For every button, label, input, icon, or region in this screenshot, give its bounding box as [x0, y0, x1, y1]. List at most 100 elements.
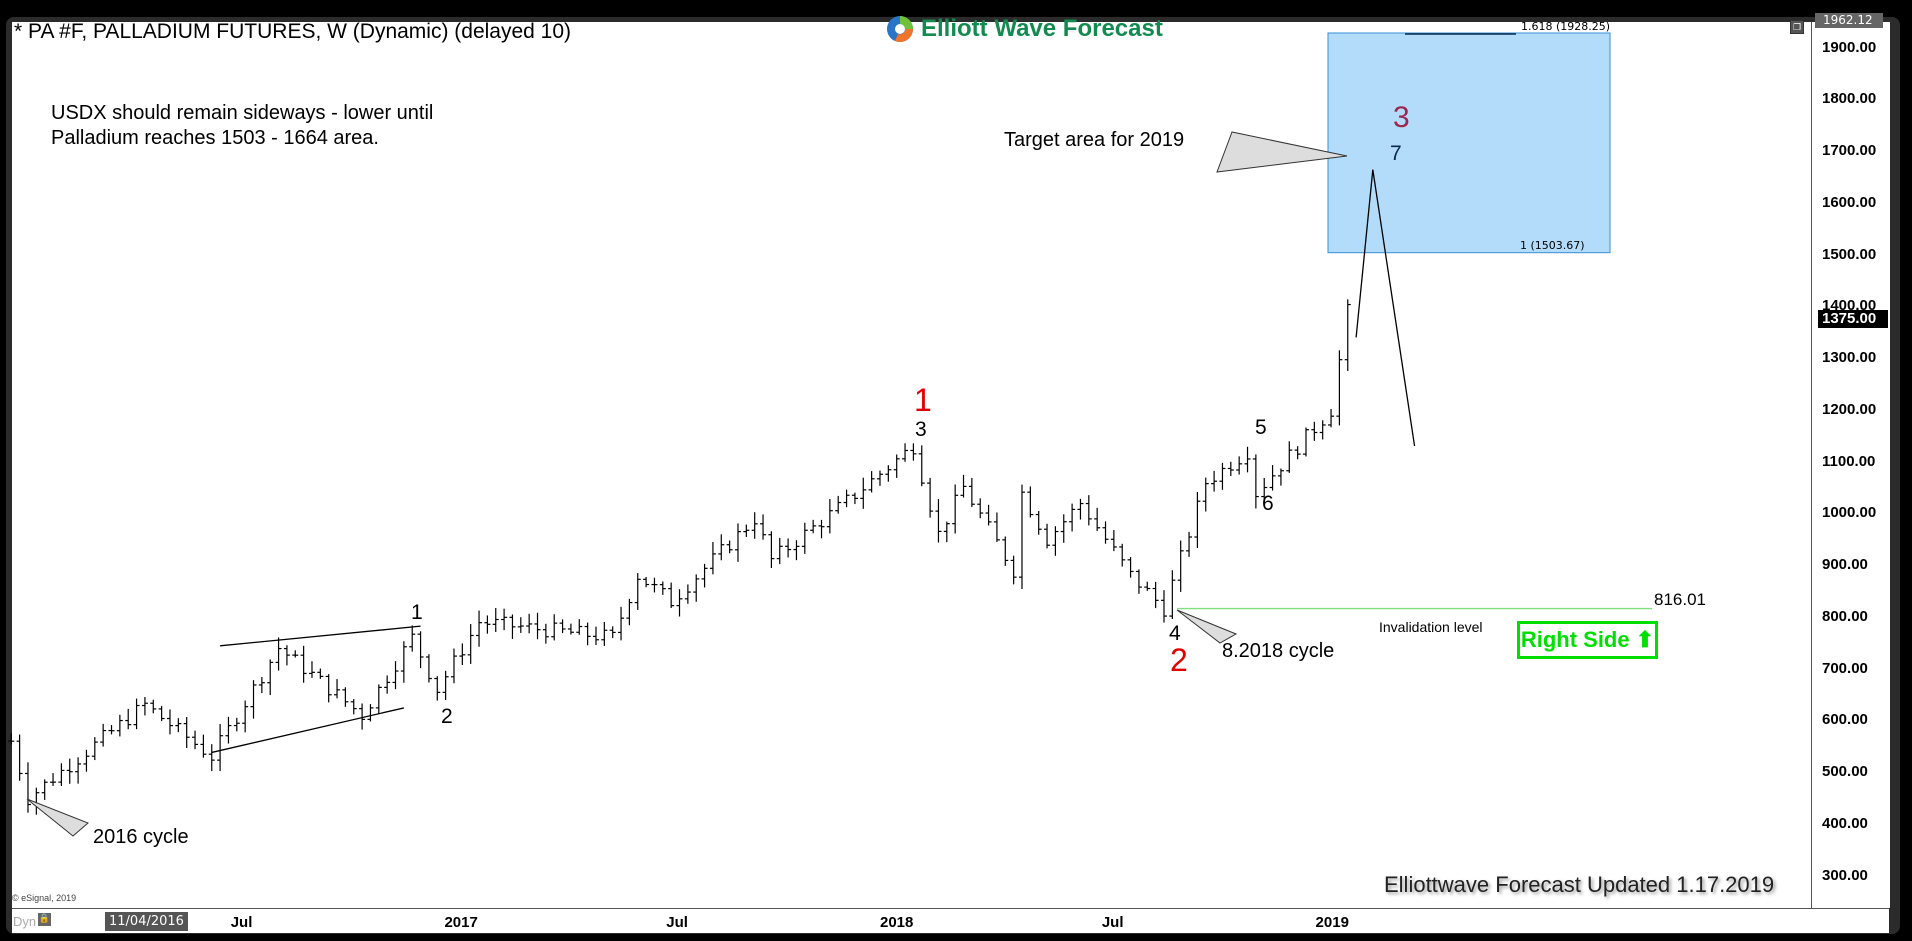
wave-label-2-major: 2 [1170, 642, 1188, 678]
logo-text: Elliott Wave Forecast [921, 15, 1163, 42]
y-tick-label: 700.00 [1822, 659, 1868, 677]
y-tick-label: 1700.00 [1822, 142, 1877, 160]
price-axis[interactable] [1811, 22, 1890, 908]
ohlc-bar [1311, 421, 1318, 441]
dyn-label[interactable]: Dyn [13, 914, 37, 929]
ohlc-bar [33, 787, 40, 815]
ohlc-bar [826, 499, 833, 534]
ohlc-bar [1269, 465, 1276, 491]
ohlc-bar [267, 659, 274, 696]
ohlc-bar [1052, 526, 1059, 556]
time-axis[interactable] [12, 908, 1889, 933]
ohlc-bar [292, 650, 299, 658]
ohlc-bar [576, 619, 583, 635]
x-tick-label: 2017 [444, 914, 478, 931]
wave-label-2-minor: 2 [441, 705, 453, 728]
ohlc-bar [551, 614, 558, 641]
y-tick-label: 1000.00 [1822, 504, 1877, 522]
ohlc-bar [818, 519, 825, 539]
cycle-2016-label: 2016 cycle [93, 826, 189, 848]
ohlc-bar [350, 699, 357, 715]
ohlc-bar [91, 737, 98, 761]
ohlc-bar [1002, 536, 1009, 566]
ohlc-bar [484, 615, 491, 634]
ohlc-bar [442, 670, 449, 701]
ohlc-bar [618, 606, 625, 641]
ohlc-bar [66, 758, 73, 784]
window-restore-icon[interactable]: ❐ [1790, 20, 1804, 34]
ohlc-bar [1252, 454, 1259, 509]
x-tick-label: Jul [230, 914, 253, 931]
ohlc-bar [952, 484, 959, 534]
y-tick-label: 1300.00 [1822, 349, 1877, 367]
ohlc-bar [1077, 498, 1084, 520]
ohlc-bar [250, 680, 257, 719]
ohlc-bar [275, 637, 282, 671]
wave-label-1-minor: 1 [411, 601, 423, 624]
ohlc-bar [885, 465, 892, 482]
wedge-upper-line [220, 625, 421, 647]
ohlc-bar [643, 576, 650, 588]
wave-label-7: 7 [1390, 142, 1402, 165]
ohlc-bar [1294, 446, 1301, 460]
ohlc-bar [701, 563, 708, 588]
y-tick-label: 600.00 [1822, 711, 1868, 729]
y-tick-label: 300.00 [1822, 866, 1868, 884]
ohlc-bar [392, 661, 399, 690]
ohlc-bar [459, 643, 466, 666]
ohlc-bar [776, 537, 783, 565]
ohlc-bar [785, 538, 792, 558]
ohlc-bar [860, 477, 867, 509]
note-line-2: Palladium reaches 1503 - 1664 area. [51, 127, 379, 149]
y-tick-label: 500.00 [1822, 763, 1868, 781]
ohlc-bar [1094, 507, 1101, 531]
ohlc-bar [1010, 555, 1017, 585]
wave-label-1-major: 1 [914, 382, 932, 418]
ohlc-bar [835, 495, 842, 514]
arrow-up-icon: ⬆ [1629, 627, 1655, 652]
y-tick-label: 1900.00 [1822, 38, 1877, 56]
ohlc-bar [851, 492, 858, 505]
ohlc-bar [409, 625, 416, 652]
ohlc-bar [133, 698, 140, 730]
y-tick-label: 1200.00 [1822, 400, 1877, 418]
ohlc-bar [1160, 590, 1167, 623]
logo-icon [887, 16, 913, 42]
lock-icon[interactable]: 🔒 [38, 913, 51, 926]
ohlc-bar [100, 723, 107, 747]
projection-up-line [1355, 169, 1374, 338]
ohlc-bar [1211, 470, 1218, 492]
ohlc-bar [1135, 569, 1142, 594]
ohlc-bar [1127, 557, 1134, 578]
ohlc-bar [1194, 492, 1201, 549]
ohlc-bar [810, 519, 817, 534]
y-tick-label: 1500.00 [1822, 245, 1877, 263]
ohlc-bar [192, 730, 199, 750]
ohlc-bar [526, 613, 533, 634]
ohlc-bar [651, 577, 658, 593]
ohlc-bar [1236, 456, 1243, 475]
ohlc-bar [1244, 446, 1251, 473]
ohlc-bar [843, 489, 850, 508]
ohlc-bar [743, 524, 750, 537]
ohlc-bar [592, 626, 599, 645]
ohlc-bar [977, 498, 984, 519]
wave-label-3-major: 3 [1393, 101, 1410, 134]
x-tick-label: Jul [1101, 914, 1124, 931]
ohlc-bar [150, 699, 157, 714]
x-tick-label: 2018 [880, 914, 914, 931]
y-tick-label: 400.00 [1822, 814, 1868, 832]
cycle-2016-pointer [26, 798, 89, 837]
ohlc-bar [359, 703, 366, 730]
ohlc-bar [517, 617, 524, 633]
ohlc-bar [283, 645, 290, 666]
ohlc-bar [1227, 461, 1234, 477]
ohlc-bar [1027, 486, 1034, 518]
wave-label-5: 5 [1255, 416, 1267, 439]
ohlc-bar [559, 619, 566, 634]
ohlc-bar [659, 581, 666, 595]
ohlc-bar [509, 614, 516, 639]
wedge-lower-line [211, 707, 405, 754]
ohlc-bar [183, 717, 190, 748]
